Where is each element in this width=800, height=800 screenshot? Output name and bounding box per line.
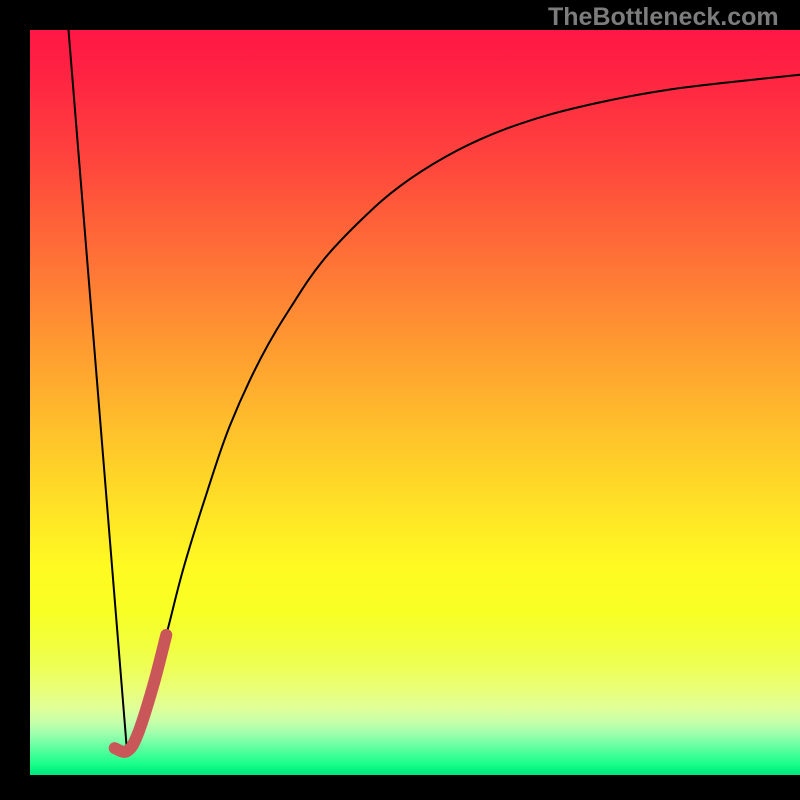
curve-layer	[30, 30, 800, 775]
watermark-text: TheBottleneck.com	[548, 3, 779, 32]
series-left-descender	[69, 30, 128, 751]
series-right-curve	[127, 75, 800, 751]
plot-area	[30, 30, 800, 775]
